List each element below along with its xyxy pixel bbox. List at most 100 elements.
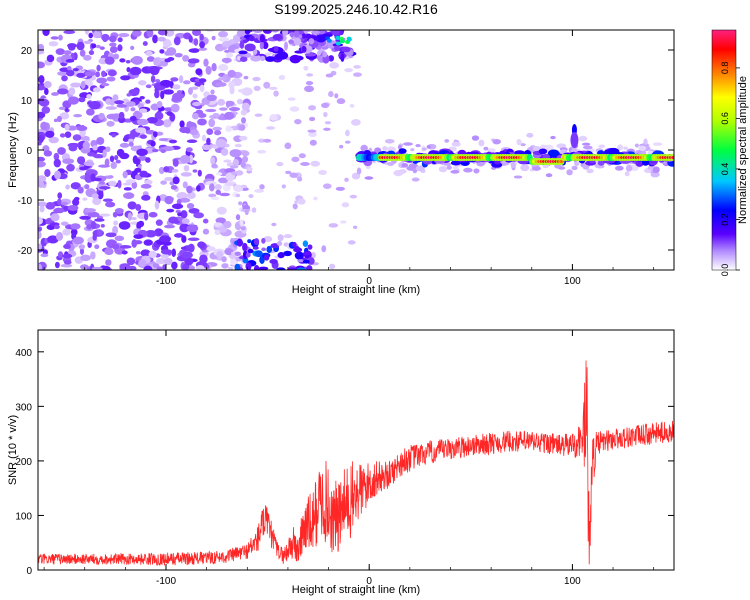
heatmap-cell: [268, 21, 278, 30]
heatmap-cell: [273, 46, 279, 52]
heatmap-cell: [262, 41, 269, 50]
heatmap-cell: [234, 263, 241, 270]
y-tick-label: -20: [18, 246, 33, 257]
heatmap-cell: [44, 169, 51, 177]
heatmap-cell: [223, 111, 235, 120]
heatmap-cell: [641, 150, 647, 155]
heatmap-cell: [155, 219, 163, 226]
heatmap-cell: [586, 168, 594, 174]
heatmap-cell: [162, 38, 172, 48]
heatmap-cell: [106, 113, 119, 120]
heatmap-cell: [229, 149, 242, 158]
heatmap-cell: [187, 58, 200, 64]
heatmap-cell: [473, 168, 480, 174]
heatmap-cell: [167, 57, 175, 61]
heatmap-cell: [63, 260, 72, 265]
heatmap-cell: [125, 60, 131, 64]
heatmap-cell: [250, 54, 262, 62]
y-tick-label: 0: [26, 566, 32, 577]
heatmap-cell: [172, 176, 180, 185]
heatmap-cell: [114, 235, 125, 242]
heatmap-cell: [53, 152, 60, 161]
heatmap-cell: [231, 171, 238, 176]
heatmap-cell: [188, 87, 193, 95]
heatmap-cell: [199, 41, 205, 49]
heatmap-cell: [321, 245, 327, 253]
heatmap-cell: [463, 167, 473, 173]
heatmap-cell: [277, 51, 289, 60]
colorbar-label: Normalized spectral amplitude: [737, 76, 749, 224]
heatmap-cell: [159, 235, 171, 243]
chart-title: S199.2025.246.10.42.R16: [274, 1, 438, 17]
heatmap-cell: [79, 264, 89, 270]
heatmap-cell: [224, 181, 237, 187]
heatmap-cell: [193, 212, 205, 219]
heatmap-cell: [72, 134, 82, 141]
heatmap-cell: [126, 66, 131, 73]
heatmap-cell: [225, 52, 234, 58]
heatmap-cell: [344, 140, 351, 144]
heatmap-cell: [139, 170, 149, 178]
heatmap-cell: [179, 154, 191, 164]
heatmap-cell: [110, 161, 117, 170]
heatmap-cell: [209, 183, 215, 192]
heatmap-cell: [141, 194, 151, 201]
heatmap-cell: [227, 266, 234, 270]
snr-panel: -100 0 100 0 100 200 300 400 Height of straight…: [7, 329, 675, 596]
heatmap-cell: [83, 40, 92, 45]
heatmap-cell: [57, 88, 69, 95]
heatmap-cell: [270, 30, 280, 33]
heatmap-cell: [227, 69, 236, 78]
heatmap-cell: [205, 181, 217, 186]
heatmap-cell: [154, 111, 164, 120]
heatmap-cell: [142, 41, 148, 47]
heatmap-cell: [79, 247, 85, 255]
heatmap-cell: [634, 143, 639, 148]
heatmap-cell: [328, 223, 339, 228]
colorbar-tick-label: 0.8: [720, 62, 730, 75]
heatmap-cell: [333, 22, 344, 29]
heatmap-cell: [54, 261, 60, 269]
heatmap-cell: [235, 170, 244, 176]
heatmap-cell: [483, 146, 489, 151]
heatmap-cell: [119, 245, 132, 249]
heatmap-cell: [111, 133, 117, 138]
heatmap-cell: [84, 184, 90, 190]
heatmap-cell: [259, 255, 265, 264]
heatmap-cell: [309, 116, 316, 122]
heatmap-cell: [296, 267, 306, 270]
heatmap-cell: [148, 211, 158, 218]
heatmap-cell: [241, 87, 253, 96]
heatmap-cell: [269, 113, 278, 121]
heatmap-cell: [181, 235, 187, 243]
heatmap-cell: [144, 230, 157, 238]
heatmap-cell: [322, 51, 328, 58]
heatmap-cell: [205, 108, 217, 113]
heatmap-cell: [148, 250, 157, 259]
heatmap-cell: [130, 107, 136, 112]
heatmap-cell: [138, 108, 148, 114]
y-tick-label: 300: [15, 402, 32, 413]
heatmap-cell: [334, 93, 339, 99]
heatmap-cell: [294, 251, 304, 260]
heatmap-cell: [245, 262, 252, 270]
top-x-axis-label: Height of straight line (km): [292, 284, 420, 296]
heatmap-cell: [187, 243, 195, 253]
heatmap-cell: [53, 158, 61, 168]
heatmap-cell: [237, 89, 246, 93]
heatmap-cell: [117, 179, 122, 189]
heatmap-cell: [223, 220, 232, 229]
heatmap-cell: [62, 253, 73, 259]
heatmap-cell: [254, 250, 263, 258]
heatmap-cell: [206, 246, 216, 252]
heatmap-cell: [123, 192, 135, 199]
heatmap-cell: [163, 257, 173, 266]
heatmap-cell: [145, 157, 151, 163]
heatmap-cell: [57, 147, 66, 155]
heatmap-cell: [67, 96, 80, 105]
heatmap-cell: [199, 254, 208, 264]
heatmap-cell: [122, 182, 132, 186]
heatmap-cell: [140, 249, 151, 257]
heatmap-cell: [88, 100, 101, 110]
